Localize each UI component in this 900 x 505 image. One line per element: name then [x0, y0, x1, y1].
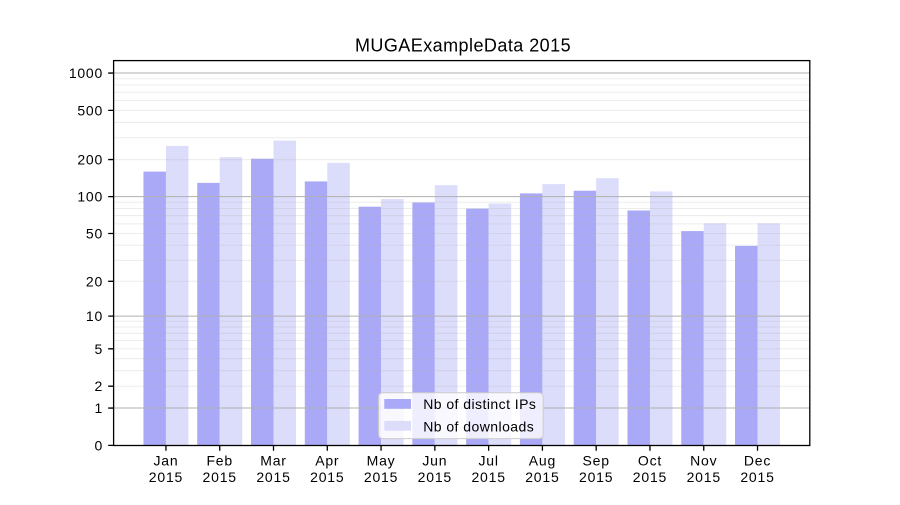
svg-text:2015: 2015	[579, 469, 613, 485]
svg-text:Nov: Nov	[690, 453, 717, 469]
svg-text:50: 50	[86, 225, 103, 241]
svg-text:500: 500	[77, 102, 103, 118]
svg-text:200: 200	[77, 152, 103, 168]
svg-text:Aug: Aug	[529, 453, 556, 469]
svg-text:2015: 2015	[740, 469, 774, 485]
svg-text:Jun: Jun	[422, 453, 447, 469]
svg-text:2015: 2015	[310, 469, 344, 485]
svg-text:Sep: Sep	[583, 453, 610, 469]
svg-text:2015: 2015	[471, 469, 505, 485]
svg-text:Dec: Dec	[744, 453, 771, 469]
svg-text:Jul: Jul	[478, 453, 498, 469]
svg-text:100: 100	[77, 189, 103, 205]
svg-text:MUGAExampleData 2015: MUGAExampleData 2015	[355, 36, 571, 56]
svg-text:5: 5	[94, 341, 103, 357]
svg-text:Jan: Jan	[153, 453, 178, 469]
svg-text:2015: 2015	[364, 469, 398, 485]
svg-text:2: 2	[94, 378, 103, 394]
svg-text:2015: 2015	[203, 469, 237, 485]
svg-text:2015: 2015	[418, 469, 452, 485]
svg-text:2015: 2015	[256, 469, 290, 485]
svg-text:Nb of downloads: Nb of downloads	[423, 419, 534, 435]
svg-text:Feb: Feb	[206, 453, 233, 469]
svg-text:1000: 1000	[69, 65, 103, 81]
svg-text:10: 10	[86, 308, 103, 324]
svg-text:0: 0	[94, 437, 103, 453]
svg-text:Apr: Apr	[315, 453, 339, 469]
svg-text:May: May	[367, 453, 396, 469]
svg-text:1: 1	[94, 400, 103, 416]
svg-text:2015: 2015	[687, 469, 721, 485]
svg-text:2015: 2015	[149, 469, 183, 485]
svg-text:Oct: Oct	[638, 453, 662, 469]
svg-text:Mar: Mar	[260, 453, 287, 469]
svg-text:2015: 2015	[525, 469, 559, 485]
svg-text:2015: 2015	[633, 469, 667, 485]
svg-text:Nb of distinct IPs: Nb of distinct IPs	[423, 396, 536, 412]
svg-text:20: 20	[86, 273, 103, 289]
